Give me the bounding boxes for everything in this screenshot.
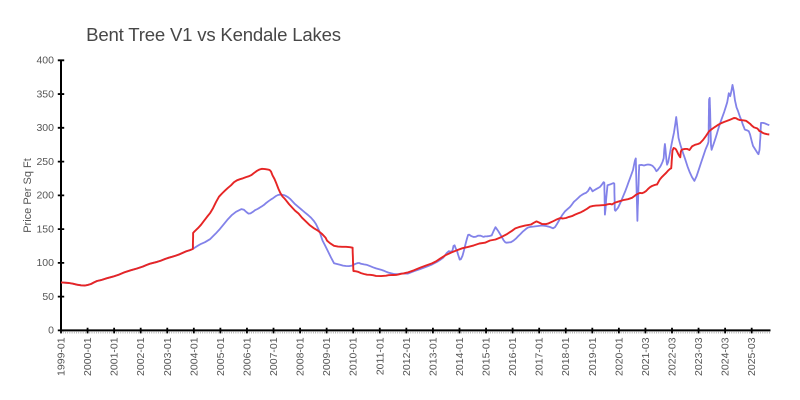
svg-text:2014-01: 2014-01 <box>454 337 466 376</box>
svg-text:100: 100 <box>36 257 54 269</box>
svg-text:2025-03: 2025-03 <box>746 337 758 376</box>
svg-text:0: 0 <box>48 325 54 337</box>
svg-text:2020-01: 2020-01 <box>613 337 625 376</box>
svg-text:2004-01: 2004-01 <box>188 337 200 376</box>
svg-text:2000-01: 2000-01 <box>82 337 94 376</box>
svg-text:2016-01: 2016-01 <box>507 337 519 376</box>
svg-text:2022-03: 2022-03 <box>667 337 679 376</box>
svg-text:2001-01: 2001-01 <box>109 337 121 376</box>
svg-text:2006-01: 2006-01 <box>242 337 254 376</box>
svg-text:2009-01: 2009-01 <box>321 337 333 376</box>
svg-text:Price Per Sq Ft: Price Per Sq Ft <box>22 158 34 233</box>
svg-text:Bent Tree V1 vs Kendale Lakes: Bent Tree V1 vs Kendale Lakes <box>86 24 341 45</box>
svg-text:2013-01: 2013-01 <box>427 337 439 376</box>
svg-text:2018-01: 2018-01 <box>560 337 572 376</box>
svg-text:350: 350 <box>36 88 54 100</box>
svg-text:2005-01: 2005-01 <box>215 337 227 376</box>
svg-text:50: 50 <box>42 291 54 303</box>
svg-text:2019-01: 2019-01 <box>587 337 599 376</box>
svg-text:2008-01: 2008-01 <box>295 337 307 376</box>
svg-text:2024-03: 2024-03 <box>720 337 732 376</box>
svg-text:2010-01: 2010-01 <box>348 337 360 376</box>
svg-text:400: 400 <box>36 55 54 67</box>
svg-text:200: 200 <box>36 190 54 202</box>
svg-text:2021-03: 2021-03 <box>640 337 652 376</box>
svg-text:2017-01: 2017-01 <box>534 337 546 376</box>
svg-text:2015-01: 2015-01 <box>481 337 493 376</box>
svg-text:2011-01: 2011-01 <box>374 337 386 375</box>
svg-text:2002-01: 2002-01 <box>135 337 147 376</box>
svg-text:250: 250 <box>36 156 54 168</box>
svg-text:150: 150 <box>36 223 54 235</box>
svg-text:2023-03: 2023-03 <box>693 337 705 376</box>
svg-text:300: 300 <box>36 122 54 134</box>
svg-text:1999-01: 1999-01 <box>56 337 68 376</box>
svg-text:2012-01: 2012-01 <box>401 337 413 376</box>
svg-text:2007-01: 2007-01 <box>268 337 280 376</box>
svg-text:2003-01: 2003-01 <box>162 337 174 376</box>
